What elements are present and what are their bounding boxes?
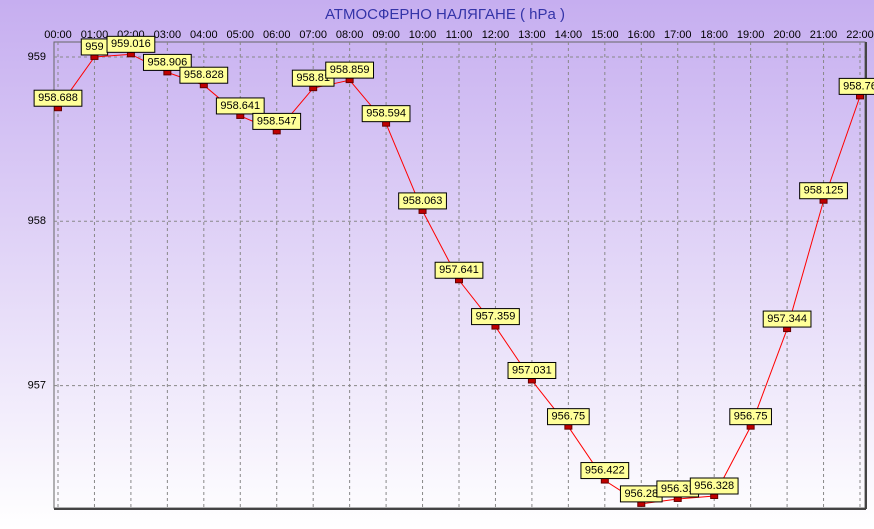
data-label: 956.75: [552, 411, 586, 423]
x-tick-label: 11:00: [446, 29, 473, 41]
data-label: 958.063: [403, 195, 443, 207]
data-label: 958.594: [366, 108, 406, 120]
data-label-box: [762, 310, 812, 328]
x-tick-label: 06:00: [263, 29, 291, 41]
data-label: 958.906: [147, 56, 187, 68]
data-label-box: [325, 61, 375, 79]
data-label: 956.31: [661, 483, 695, 495]
data-label: 957.641: [439, 264, 479, 276]
data-label: 957.031: [512, 364, 552, 376]
data-label-box: [507, 361, 557, 379]
x-tick-label: 14:00: [555, 29, 583, 41]
x-tick-label: 20:00: [773, 29, 801, 41]
x-tick-label: 21:00: [810, 29, 838, 41]
x-tick-label: 16:00: [628, 29, 656, 41]
x-tick-label: 18:00: [700, 29, 728, 41]
y-tick-label: 959: [28, 51, 46, 63]
data-label-box: [689, 477, 739, 495]
x-tick-label: 05:00: [227, 29, 255, 41]
data-label: 958.125: [804, 185, 844, 197]
data-label: 957.344: [767, 313, 807, 325]
data-label: 958.828: [184, 69, 224, 81]
x-tick-label: 10:00: [409, 29, 437, 41]
data-label: 958.76: [843, 80, 874, 92]
data-label-box: [580, 462, 630, 480]
data-label: 956.75: [734, 411, 768, 423]
data-label-box: [361, 105, 411, 123]
x-tick-label: 03:00: [154, 29, 182, 41]
data-label: 958.688: [38, 92, 78, 104]
data-label-box: [215, 97, 265, 115]
x-tick-label: 15:00: [591, 29, 619, 41]
x-tick-label: 22:00: [846, 29, 874, 41]
x-tick-label: 17:00: [664, 29, 692, 41]
data-label: 958.859: [330, 64, 370, 76]
data-label-box: [729, 408, 772, 426]
x-tick-label: 09:00: [372, 29, 400, 41]
data-label: 958.641: [220, 100, 260, 112]
data-label-box: [799, 182, 848, 200]
x-tick-label: 12:00: [482, 29, 510, 41]
chart-title: АТМОСФЕРНО НАЛЯГАНЕ ( hPa ): [325, 6, 565, 23]
y-tick-label: 957: [28, 379, 46, 391]
data-label-box: [838, 77, 874, 95]
data-label-box: [142, 53, 192, 71]
x-tick-label: 19:00: [737, 29, 765, 41]
data-label-box: [179, 66, 229, 84]
data-label: 957.359: [476, 311, 516, 323]
data-label: 959: [85, 41, 103, 53]
data-label: 956.28: [624, 488, 658, 500]
data-label-box: [547, 408, 590, 426]
x-tick-label: 01:00: [81, 29, 109, 41]
data-label-box: [252, 112, 302, 130]
data-label: 958.547: [257, 115, 297, 127]
data-label-box: [106, 35, 156, 53]
data-label-box: [33, 89, 83, 107]
x-tick-label: 13:00: [518, 29, 546, 41]
data-label: 956.328: [694, 480, 734, 492]
data-label-box: [398, 192, 447, 210]
x-tick-label: 04:00: [190, 29, 218, 41]
data-label-box: [471, 308, 520, 326]
data-label: 956.422: [585, 464, 625, 476]
x-tick-label: 00:00: [44, 29, 72, 41]
x-tick-label: 08:00: [336, 29, 364, 41]
data-label: 959.016: [111, 38, 151, 50]
data-label-box: [434, 261, 484, 279]
y-tick-label: 958: [28, 215, 46, 227]
data-label: 958.81: [296, 72, 330, 84]
x-tick-label: 07:00: [299, 29, 327, 41]
